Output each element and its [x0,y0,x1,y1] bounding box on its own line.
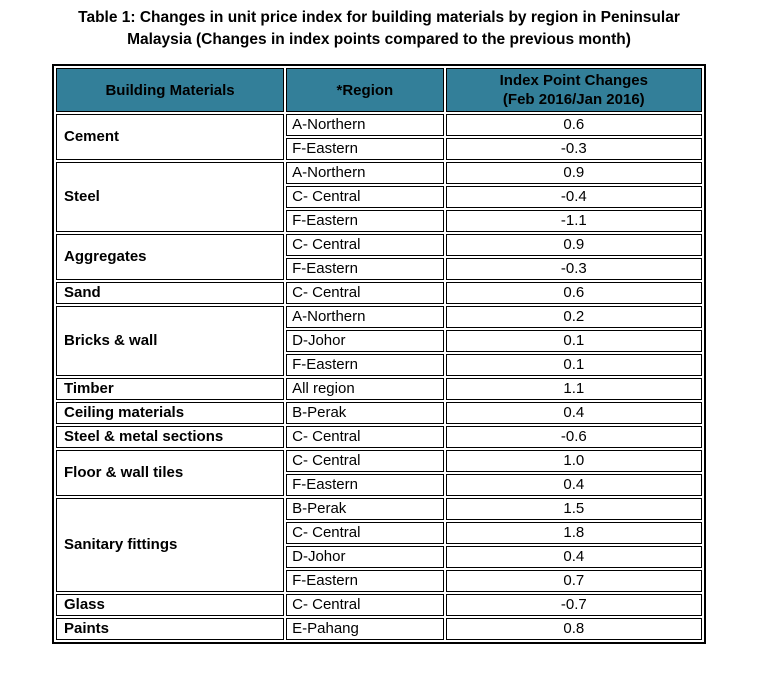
table-row: Cement A-Northern 0.6 [56,114,702,160]
region-cell: C- Central [286,234,444,256]
region-cell: B-Perak [286,402,444,424]
table-row: Steel A-Northern 0.9 [56,162,702,232]
region-cell: All region [286,378,444,400]
material-cell: Cement [56,114,285,160]
material-cell: Aggregates [56,234,285,280]
index-change-cell: 0.9 [445,162,702,184]
table-row: Timber All region 1.1 [56,378,702,400]
table-row: Sand C- Central 0.6 [56,282,702,304]
region-cell: C- Central [286,594,444,616]
header-index-line2: (Feb 2016/Jan 2016) [502,91,645,108]
region-cell: F-Eastern [286,138,444,160]
material-cell: Sanitary fittings [56,498,285,592]
header-row: Building Materials *Region Index Point C… [56,68,702,112]
region-cell: C- Central [286,450,444,472]
region-cell: A-Northern [286,114,444,136]
index-change-cell: 0.4 [445,546,702,568]
table-title-line2: Malaysia (Changes in index points compar… [127,31,631,48]
region-cell: D-Johor [286,330,444,352]
table-row: C- Central 1.8 [56,522,702,544]
index-change-cell: 0.7 [445,570,702,592]
table-row: Ceiling materials B-Perak 0.4 [56,402,702,424]
table-row: D-Johor 0.4 [56,546,702,568]
header-index-point-changes: Index Point Changes (Feb 2016/Jan 2016) [445,68,702,112]
region-cell: A-Northern [286,306,444,328]
table-row: Sanitary fittings B-Perak 1.5 [56,498,702,592]
index-change-cell: 0.6 [445,282,702,304]
index-change-cell: 0.4 [445,402,702,424]
material-cell: Steel & metal sections [56,426,285,448]
region-cell: F-Eastern [286,258,444,280]
material-cell: Steel [56,162,285,232]
index-change-cell: -1.1 [445,210,702,232]
table-row: Glass C- Central -0.7 [56,594,702,616]
index-change-cell: 1.8 [445,522,702,544]
index-change-cell: 0.1 [445,354,702,376]
table-row: Bricks & wall A-Northern 0.2 [56,306,702,376]
index-change-cell: 1.0 [445,450,702,472]
index-change-cell: 0.2 [445,306,702,328]
table-row: C- Central -0.4 [56,186,702,208]
region-cell: B-Perak [286,498,444,520]
index-change-cell: -0.3 [445,258,702,280]
material-cell: Sand [56,282,285,304]
region-cell: F-Eastern [286,474,444,496]
table-row: F-Eastern 0.7 [56,570,702,592]
index-change-cell: -0.6 [445,426,702,448]
table-row: F-Eastern 0.4 [56,474,702,496]
table-row: D-Johor 0.1 [56,330,702,352]
table-body: Cement A-Northern 0.6 F-Eastern -0.3 Steel A-N… [56,114,702,640]
material-cell: Floor & wall tiles [56,450,285,496]
index-change-cell: -0.3 [445,138,702,160]
table-header: Building Materials *Region Index Point C… [56,68,702,112]
index-change-cell: -0.7 [445,594,702,616]
index-change-cell: 0.8 [445,618,702,640]
building-materials-table: Building Materials *Region Index Point C… [52,64,706,644]
index-change-cell: 1.5 [445,498,702,520]
table-row: F-Eastern -0.3 [56,258,702,280]
region-cell: F-Eastern [286,210,444,232]
table-row: Floor & wall tiles C- Central 1.0 [56,450,702,496]
table-row: F-Eastern -0.3 [56,138,702,160]
material-cell: Ceiling materials [56,402,285,424]
index-change-cell: 0.6 [445,114,702,136]
material-cell: Bricks & wall [56,306,285,376]
material-cell: Glass [56,594,285,616]
index-change-cell: 0.1 [445,330,702,352]
index-change-cell: -0.4 [445,186,702,208]
table-row: Aggregates C- Central 0.9 [56,234,702,280]
material-cell: Paints [56,618,285,640]
material-cell: Timber [56,378,285,400]
table-row: F-Eastern -1.1 [56,210,702,232]
region-cell: C- Central [286,426,444,448]
index-change-cell: 0.9 [445,234,702,256]
region-cell: E-Pahang [286,618,444,640]
header-index-line1: Index Point Changes [499,72,648,89]
table-title: Table 1: Changes in unit price index for… [0,0,758,51]
table-row: Paints E-Pahang 0.8 [56,618,702,640]
index-change-cell: 0.4 [445,474,702,496]
region-cell: C- Central [286,186,444,208]
index-change-cell: 1.1 [445,378,702,400]
region-cell: C- Central [286,282,444,304]
region-cell: F-Eastern [286,354,444,376]
table-row: F-Eastern 0.1 [56,354,702,376]
region-cell: D-Johor [286,546,444,568]
header-region: *Region [286,68,444,112]
region-cell: A-Northern [286,162,444,184]
region-cell: C- Central [286,522,444,544]
region-cell: F-Eastern [286,570,444,592]
header-building-materials: Building Materials [56,68,285,112]
table-title-line1: Table 1: Changes in unit price index for… [78,9,680,26]
table-row: Steel & metal sections C- Central -0.6 [56,426,702,448]
